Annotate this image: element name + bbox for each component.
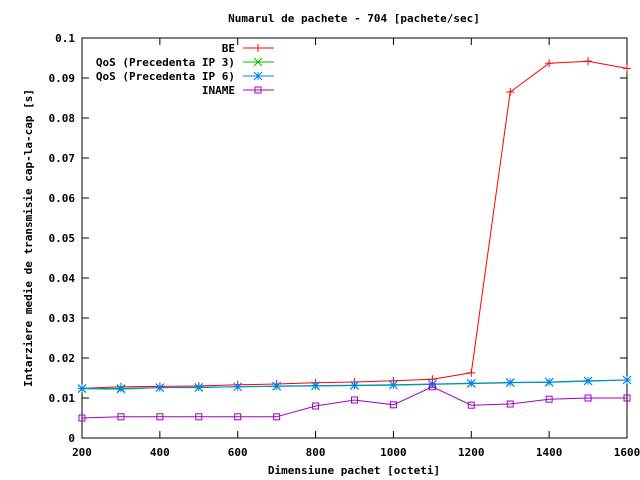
y-tick-label: 0.01 <box>49 392 76 405</box>
x-tick-label: 400 <box>150 446 170 459</box>
square-marker <box>506 400 514 408</box>
y-tick-label: 0.09 <box>49 72 76 85</box>
star-marker <box>583 376 593 386</box>
star-marker <box>505 378 515 387</box>
x-tick-label: 1000 <box>380 446 407 459</box>
legend-label: QoS (Precedenta IP 3) <box>96 56 235 69</box>
chart-title: Numarul de pachete - 704 [pachete/sec] <box>228 12 480 25</box>
y-tick-label: 0.03 <box>49 312 76 325</box>
plus-marker <box>584 57 593 66</box>
square-marker <box>273 413 281 421</box>
star-marker <box>311 381 320 390</box>
y-tick-label: 0 <box>68 432 75 445</box>
plus-marker <box>623 64 631 73</box>
x-tick-label: 600 <box>228 446 248 459</box>
square-marker <box>234 413 242 421</box>
series-line <box>81 386 627 419</box>
legend-entry-0: BE <box>222 42 274 55</box>
y-tick-label: 0.08 <box>49 112 76 125</box>
square-marker <box>389 401 397 409</box>
series-0 <box>78 57 631 393</box>
x-axis: 200 400 600 800 1000 1200 1400 1600 <box>72 38 640 459</box>
star-marker <box>77 384 87 393</box>
plus-marker <box>467 368 476 377</box>
star-marker <box>155 383 165 392</box>
y-tick-label: 0.04 <box>49 272 76 285</box>
x-tick-label: 1600 <box>614 446 640 459</box>
legend-label: INAME <box>202 84 235 97</box>
y-tick-label: 0.1 <box>55 32 75 45</box>
square-marker <box>195 413 203 421</box>
plus-marker <box>506 88 515 96</box>
star-marker <box>116 384 126 393</box>
x-tick-label: 1200 <box>458 446 485 459</box>
x-tick-label: 800 <box>306 446 326 459</box>
square-marker <box>78 414 86 422</box>
series-line <box>81 60 628 389</box>
y-axis: 0 0.01 0.02 0.03 0.04 0.05 0.06 0.07 0.08 0.09 0.1 <box>49 32 627 445</box>
y-axis-title: Intarziere medie de transmisie cap-la-ca… <box>22 89 35 387</box>
legend-label: QoS (Precedenta IP 6) <box>96 70 235 83</box>
y-tick-label: 0.05 <box>49 232 76 245</box>
square-marker <box>312 402 320 410</box>
plus-marker <box>545 59 554 68</box>
star-marker <box>253 71 263 81</box>
star-marker <box>466 378 476 388</box>
star-marker <box>389 380 398 390</box>
legend-entry-1: QoS (Precedenta IP 3) <box>96 56 274 69</box>
y-tick-label: 0.07 <box>49 152 76 165</box>
square-marker <box>584 394 592 402</box>
star-marker <box>233 382 243 392</box>
series-layer <box>77 57 632 422</box>
x-tick-label: 200 <box>72 446 92 459</box>
x-tick-label: 1400 <box>536 446 563 459</box>
square-marker <box>467 401 475 409</box>
legend-label: BE <box>222 42 235 55</box>
square-marker <box>117 413 125 421</box>
square-marker <box>156 413 164 421</box>
square-marker <box>623 394 631 402</box>
square-marker <box>428 383 436 391</box>
y-tick-label: 0.02 <box>49 352 76 365</box>
series-3 <box>78 383 631 422</box>
square-marker <box>254 86 262 94</box>
star-marker <box>544 377 554 387</box>
star-marker <box>194 382 204 392</box>
square-marker <box>545 395 553 403</box>
plus-marker <box>254 44 262 52</box>
x-marker <box>253 57 263 67</box>
legend-entry-3: INAME <box>202 84 274 97</box>
star-marker <box>622 375 632 385</box>
legend-entry-2: QoS (Precedenta IP 6) <box>96 70 274 83</box>
x-axis-title: Dimensiune pachet [octeti] <box>268 464 440 477</box>
star-marker <box>272 381 281 391</box>
square-marker <box>351 396 358 404</box>
star-marker <box>350 380 359 390</box>
y-tick-label: 0.06 <box>49 192 76 205</box>
